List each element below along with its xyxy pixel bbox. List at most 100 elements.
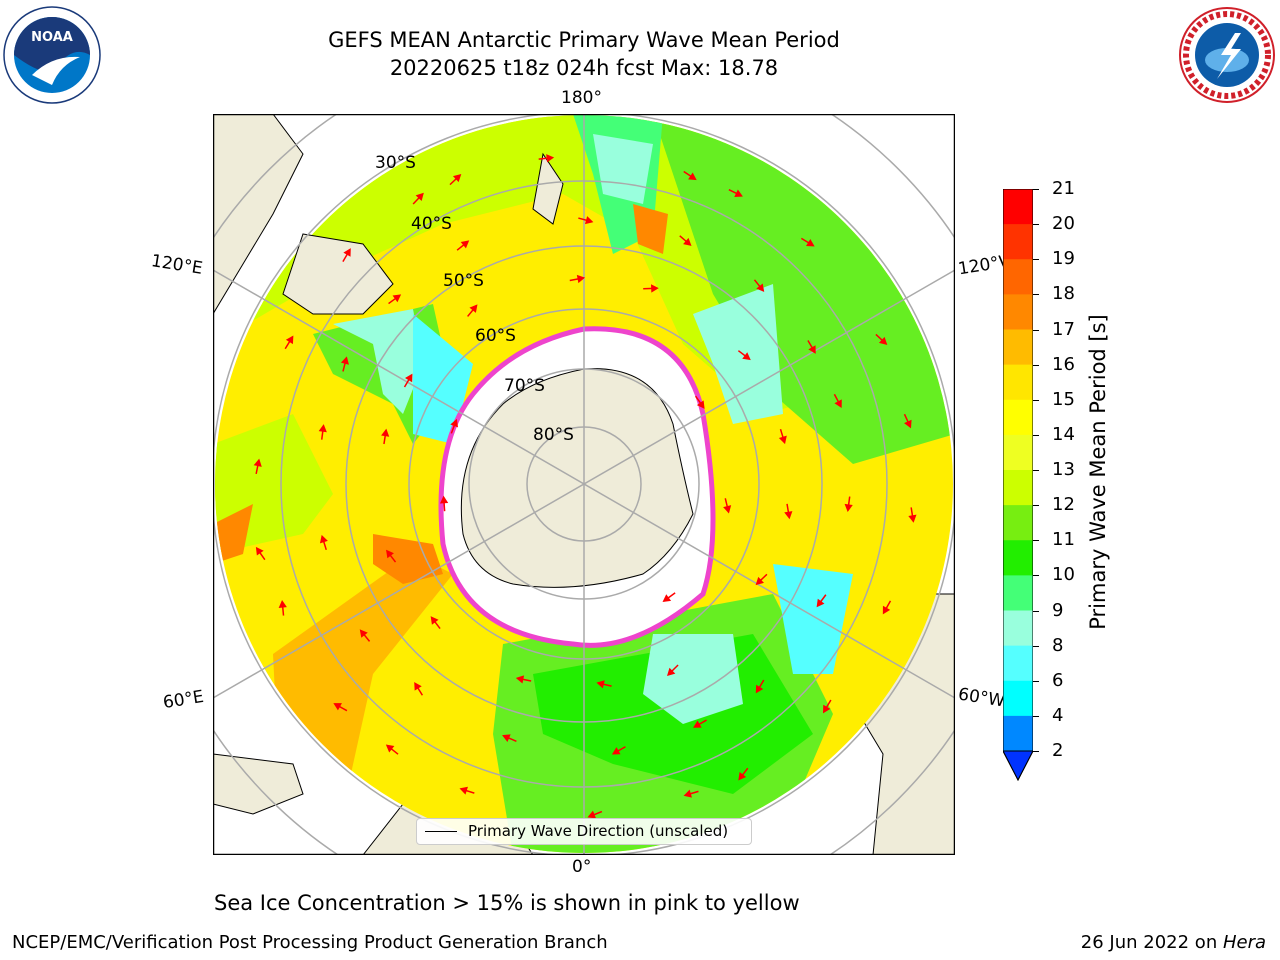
wave-direction-arrowhead [808, 345, 816, 354]
colorbar-tick-label: 8 [1052, 634, 1064, 656]
map-legend: Primary Wave Direction (unscaled) [416, 818, 752, 845]
wave-direction-arrowhead [381, 428, 390, 437]
wave-direction-arrowhead [738, 772, 747, 781]
lon-label-60w: 60°W [956, 684, 1007, 712]
colorbar-segment [1003, 575, 1033, 611]
colorbar-tick-mark [1033, 470, 1039, 471]
footer-date: 26 Jun 2022 on Hera [1080, 932, 1266, 953]
wave-direction-arrowhead [576, 274, 586, 284]
wave-direction-arrowhead [584, 216, 594, 225]
colorbar-tick-label: 21 [1052, 178, 1075, 199]
colorbar-tick-label: 17 [1052, 318, 1075, 340]
colorbar-tick-mark [1033, 575, 1039, 577]
wave-direction-arrowhead [683, 789, 692, 798]
sea-ice-note: Sea Ice Concentration > 15% is shown in … [214, 891, 800, 915]
colorbar-tick-mark [1033, 680, 1039, 682]
wave-direction-arrowhead [904, 419, 912, 429]
wave-direction-arrowhead [340, 356, 349, 365]
wave-direction-arrowhead [650, 284, 659, 293]
colorbar-segment [1003, 189, 1033, 225]
colorbar-segment [1003, 364, 1033, 401]
colorbar-tick-mark [1033, 329, 1039, 331]
colorbar-segment [1003, 224, 1033, 260]
wave-direction-arrowhead [662, 594, 672, 603]
colorbar-tick-label: 10 [1052, 564, 1075, 586]
colorbar-tick-label: 6 [1052, 669, 1064, 691]
wave-direction-arrowhead [755, 576, 764, 586]
colorbar-tick-mark [1033, 751, 1039, 752]
colorbar-tick-label: 13 [1052, 459, 1075, 480]
wave-direction-arrowhead [405, 373, 413, 383]
wave-direction-arrowhead [253, 458, 262, 467]
nws-logo [1179, 7, 1275, 103]
colorbar-tick-label: 2 [1052, 740, 1064, 761]
wave-direction-arrowhead [742, 352, 751, 361]
colorbar-segment [1003, 434, 1033, 471]
lat-label-30s: 30°S [375, 153, 416, 173]
wave-direction-arrowhead [278, 600, 287, 608]
colorbar-tick-mark [1033, 259, 1039, 261]
colorbar-tick-mark [1033, 610, 1039, 612]
wave-direction-arrowhead [343, 248, 351, 257]
colorbar-segment [1003, 540, 1033, 576]
wave-direction-arrowhead [693, 720, 702, 728]
wave-direction-arrowhead [460, 240, 470, 249]
wave-direction-arrowhead [430, 616, 439, 625]
wave-direction-arrowhead [683, 237, 692, 246]
colorbar [1003, 189, 1033, 781]
colorbar-extend-triangle [1003, 750, 1033, 781]
wave-direction-arrowhead [318, 424, 327, 433]
lon-label-180: 180° [561, 88, 602, 108]
noaa-logo: NOAA [3, 6, 101, 104]
wave-direction-arrowhead [439, 495, 449, 504]
colorbar-segment [1003, 259, 1033, 295]
wave-direction-arrowhead [359, 629, 368, 638]
colorbar-segment [1003, 329, 1033, 366]
lon-label-120e: 120°E [149, 251, 204, 279]
colorbar-tick-label: 14 [1052, 423, 1075, 445]
colorbar-tick-mark [1033, 505, 1039, 507]
colorbar-segment [1003, 399, 1033, 436]
colorbar-segment [1003, 294, 1033, 330]
wave-direction-arrowhead [333, 703, 342, 711]
colorbar-tick-mark [1033, 294, 1039, 296]
wave-direction-arrowhead [688, 172, 697, 181]
wave-direction-arrowhead [756, 283, 765, 292]
lat-label-40s: 40°S [411, 214, 452, 234]
wave-direction-arrowhead [734, 189, 743, 197]
wave-direction-arrowhead [778, 435, 787, 445]
wave-direction-arrowhead [755, 684, 764, 694]
colorbar-tick-mark [1033, 364, 1039, 366]
colorbar-tick-label: 4 [1052, 704, 1064, 726]
lon-label-0: 0° [572, 857, 592, 877]
legend-line-icon [425, 831, 457, 832]
colorbar-tick-label: 19 [1052, 248, 1075, 270]
wave-direction-arrowhead [611, 747, 621, 755]
wave-direction-arrowhead [723, 505, 732, 514]
colorbar-tick-mark [1033, 540, 1039, 542]
wave-direction-arrowhead [255, 546, 264, 556]
colorbar-tick-label: 18 [1052, 283, 1075, 305]
footer-credit: NCEP/EMC/Verification Post Processing Pr… [12, 932, 608, 953]
colorbar-tick-mark [1033, 434, 1039, 436]
wave-direction-arrowhead [596, 680, 605, 689]
wave-direction-arrowhead [878, 336, 888, 346]
wave-direction-arrowhead [452, 173, 462, 183]
lat-label-80s: 80°S [533, 425, 574, 445]
wave-direction-arrowhead [822, 704, 831, 714]
colorbar-segment [1003, 610, 1033, 647]
wave-direction-arrowhead [816, 598, 825, 608]
colorbar-tick-label: 9 [1052, 599, 1064, 621]
polar-wave-map: 30°S 40°S 50°S 60°S 70°S 80°S [213, 114, 955, 855]
wave-direction-arrowhead [319, 534, 328, 544]
colorbar-segment [1003, 470, 1033, 506]
wave-direction-arrowhead [908, 514, 917, 523]
colorbar-segment [1003, 505, 1033, 541]
wave-direction-arrowhead [450, 418, 459, 428]
colorbar-label: Primary Wave Mean Period [s] [1086, 314, 1110, 630]
colorbar-tick-mark [1033, 224, 1039, 226]
colorbar-tick-label: 12 [1052, 494, 1075, 516]
wave-direction-arrowhead [385, 744, 395, 753]
wave-direction-arrowhead [806, 238, 815, 247]
chart-title: GEFS MEAN Antarctic Primary Wave Mean Pe… [328, 28, 840, 52]
